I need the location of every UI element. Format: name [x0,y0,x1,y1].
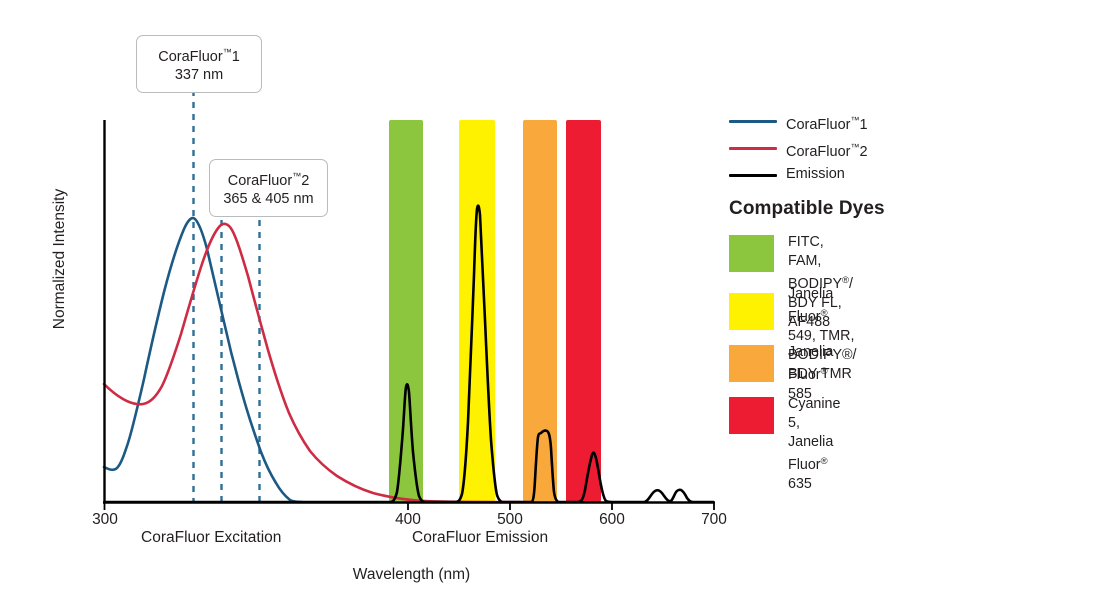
dye-label-part-b: 635 [788,476,812,492]
legend-label-main: CoraFluor [786,117,851,133]
registered-icon: ® [820,366,828,377]
curve-emission [104,204,714,504]
curve-corafluor-1 [102,216,304,504]
dye-label: Janelia Fluor® 549, TMR, BODIPY®/ BDY TMR [788,285,857,384]
x-tick-label-600: 600 [599,511,625,528]
trademark-icon: ™ [850,115,860,125]
x-axis-ticks [103,503,715,510]
legend-line-swatch-icon [729,120,777,123]
dye-label-part-b: 585 [788,386,812,402]
dye-label-part-a: FITC, FAM, BODIPY [788,234,843,292]
x-tick-label-300: 300 [92,511,118,528]
compatible-dyes-title: Compatible Dyes [729,198,885,219]
plot-axes [103,120,715,504]
dye-label-part-b: / BDY FL, AF488 [788,276,854,330]
band-red [566,120,601,502]
band-yellow [459,120,495,502]
legend-item-corafluor-2: CoraFluor™2 [729,135,1099,162]
legend-line-swatch-icon [729,147,777,150]
trademark-icon: ™ [222,47,232,57]
legend-label-main: Emission [786,166,845,182]
legend-line-swatch-icon [729,174,777,177]
callout-1-name: CoraFluor [158,49,223,65]
series-legend: CoraFluor™1 CoraFluor™2 Emission [729,108,1099,189]
callout-2-name: CoraFluor [227,173,293,189]
trademark-icon: ™ [292,171,302,181]
x-tick-label-700: 700 [701,511,727,528]
dye-color-swatch-green [729,235,774,272]
dye-label-part-a: Cyanine 5, Janelia Fluor [788,396,841,473]
x-axis-title: Wavelength (nm) [352,566,471,583]
legend-label-main: CoraFluor [786,144,851,160]
callout-1-line-1: CoraFluor™1 [147,43,251,66]
callout-1-line-2: 337 nm [174,67,224,83]
dye-label-part-b: 549, TMR, [788,328,855,344]
registered-icon: ® [820,456,828,467]
band-green [389,120,423,502]
registered-icon: ® [842,275,850,286]
dye-label-part-c: BODIPY®/ BDY TMR [788,347,857,382]
dye-color-swatch-orange [729,345,774,382]
legend-item-emission: Emission [729,162,1099,189]
x-tick-label-500: 500 [497,511,523,528]
y-axis-title: Normalized Intensity [51,188,68,330]
callout-corafluor-1: CoraFluor™1 337 nm [136,35,262,93]
callout-1-index: 1 [231,49,240,65]
dye-label-part-a: Janelia Fluor [788,286,834,325]
dye-color-swatch-yellow [729,293,774,330]
legend-label-tail: 2 [859,144,868,160]
curve-corafluor-2 [102,222,522,504]
trademark-icon: ™ [850,142,860,152]
dye-label: Janelia Fluor® 585 [788,343,833,404]
callout-2-line-2: 365 & 405 nm [223,191,314,207]
callout-corafluor-2: CoraFluor™2 365 & 405 nm [209,159,328,217]
dye-label: FITC, FAM, BODIPY®/ BDY FL, AF488 [788,233,853,332]
region-label-emission: CoraFluor Emission [412,529,549,546]
legend-label: CoraFluor™2 [786,135,868,165]
legend-label: Emission [786,162,845,187]
legend-label: CoraFluor™1 [786,108,868,138]
callout-2-index: 2 [301,173,310,189]
legend-item-corafluor-1: CoraFluor™1 [729,108,1099,135]
x-tick-label-400: 400 [395,511,421,528]
dye-label: Cyanine 5, Janelia Fluor® 635 [788,395,840,494]
dye-label-part-a: Janelia Fluor [788,344,834,383]
excitation-marker-lines [192,78,261,502]
callout-2-line-1: CoraFluor™2 [220,167,317,190]
dye-color-swatch-red [729,397,774,434]
region-label-excitation: CoraFluor Excitation [141,529,282,546]
legend-label-tail: 1 [859,117,868,133]
dye-bands [389,120,601,502]
registered-icon: ® [820,308,828,319]
band-orange [523,120,557,502]
